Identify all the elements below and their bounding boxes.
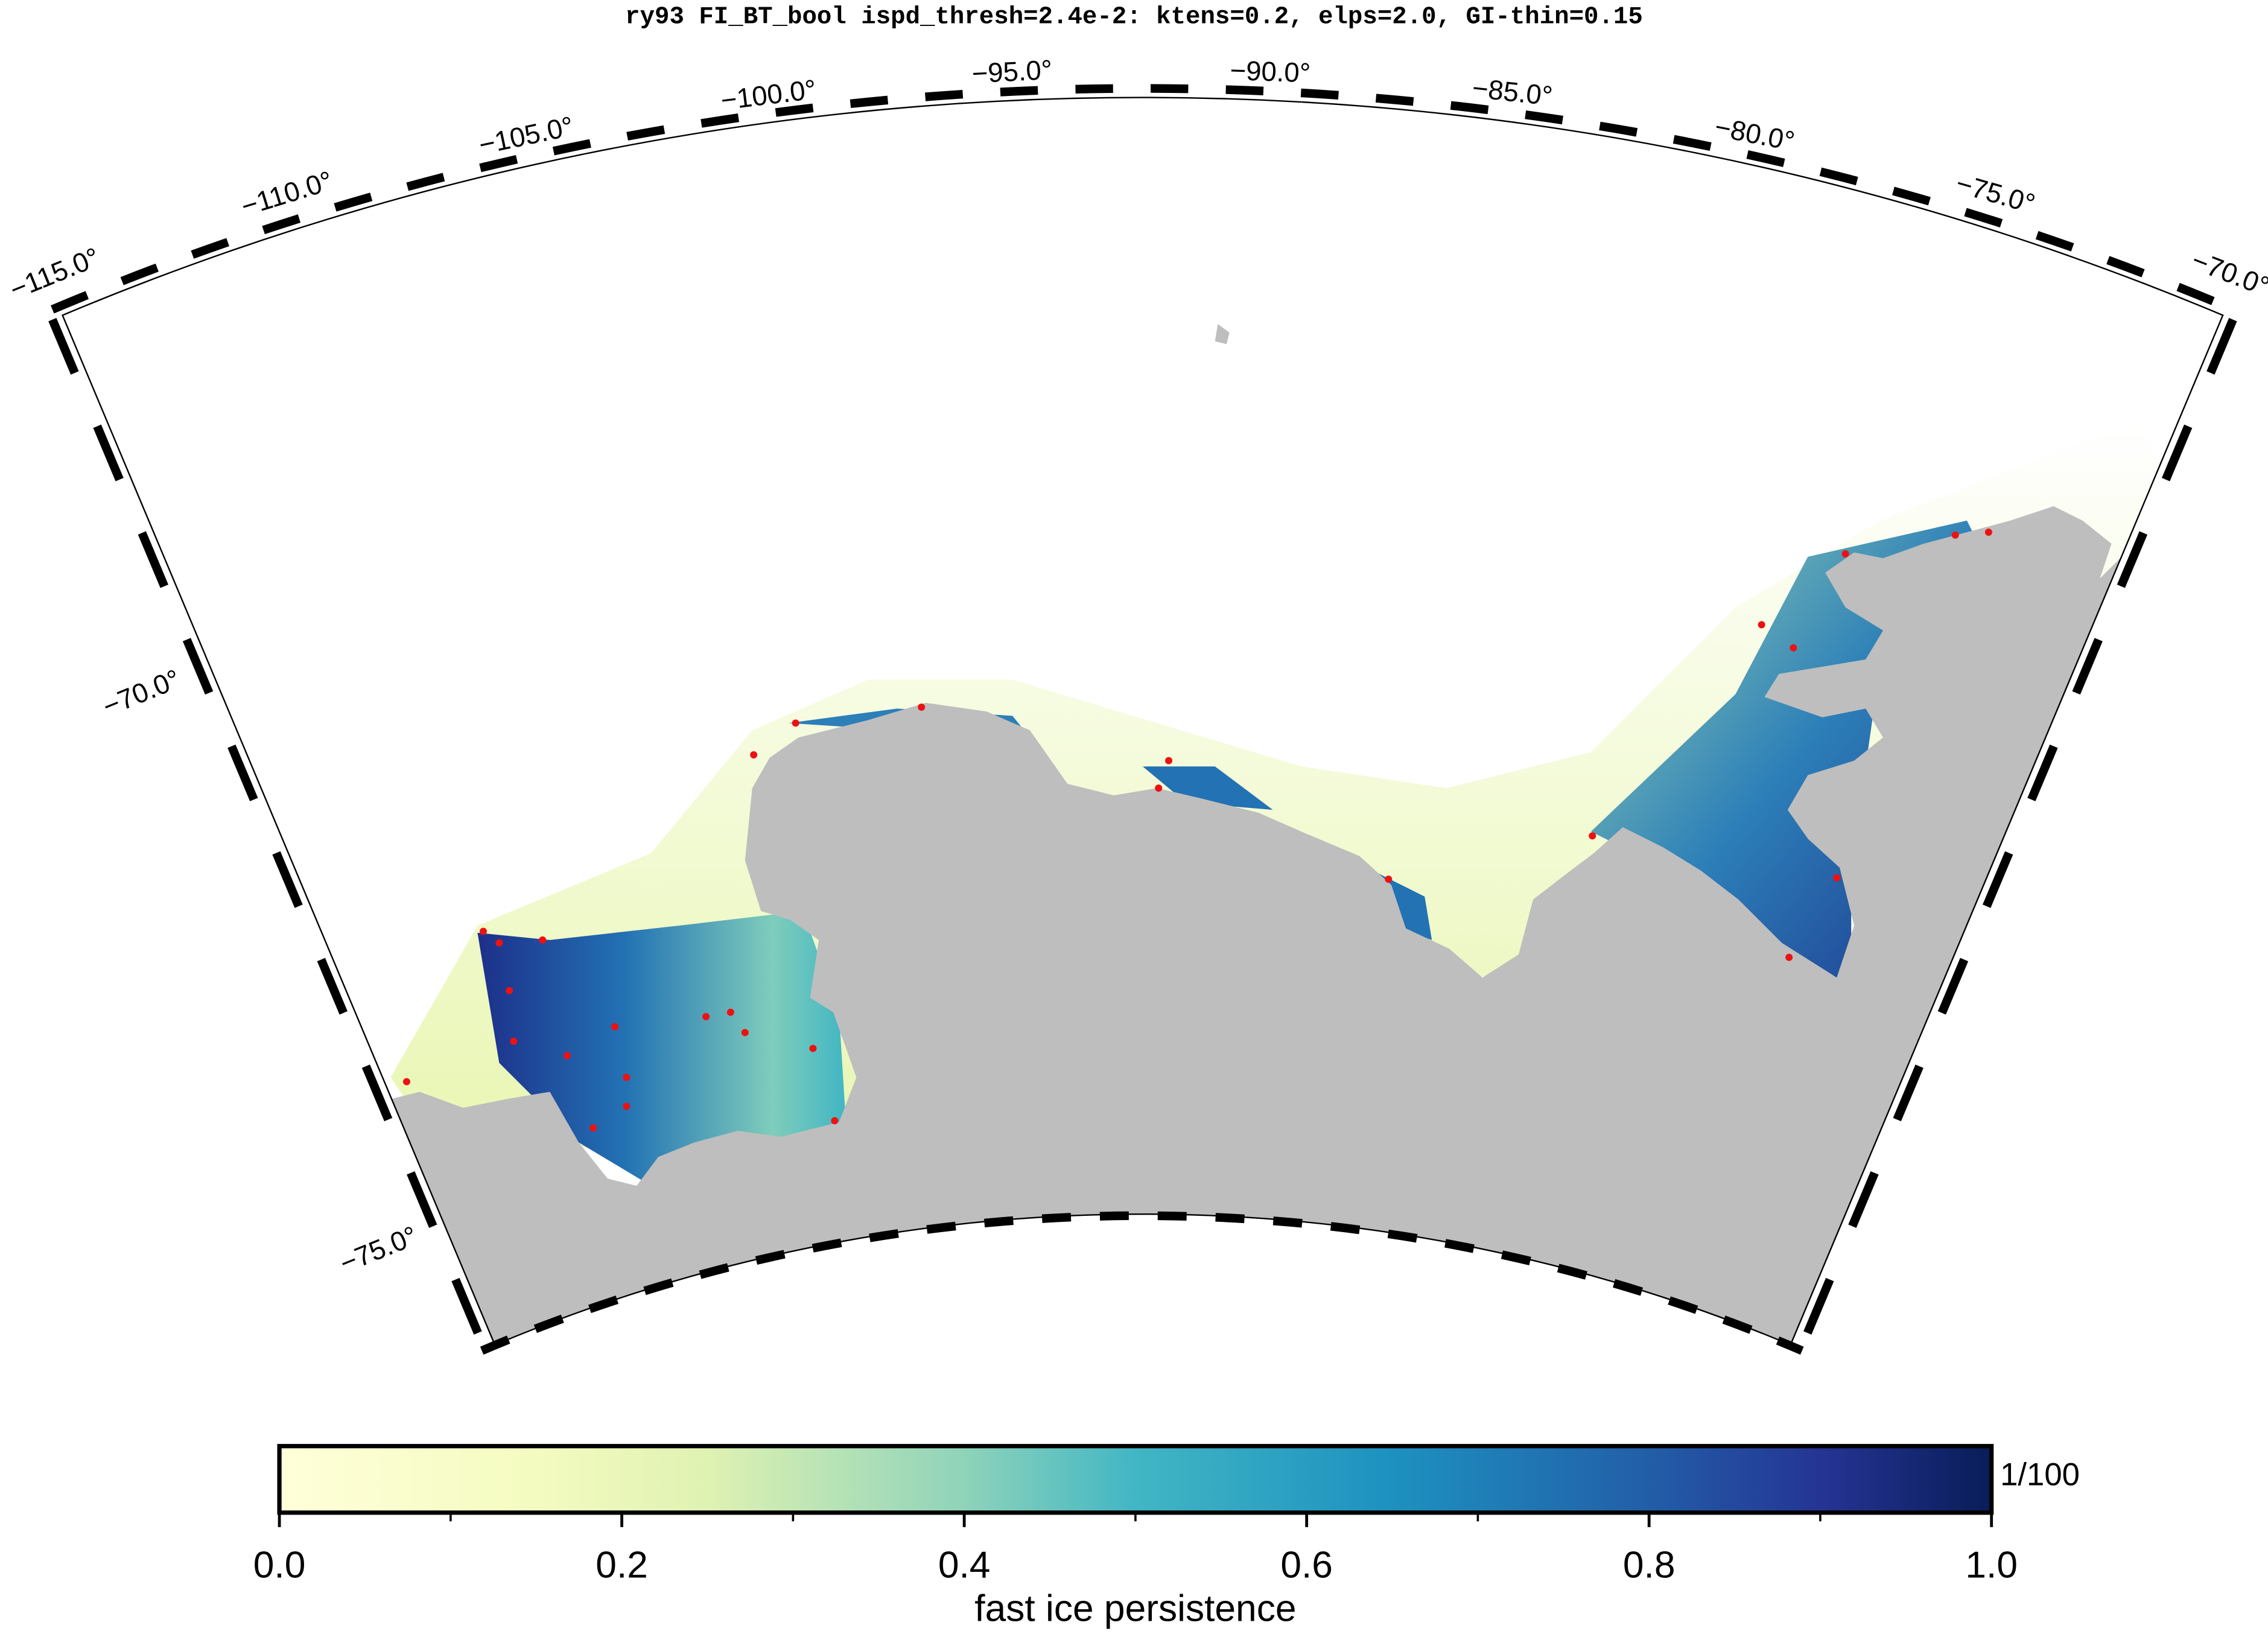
colorbar: 1/100 fast ice persistence 0.0 0.2 0.4 0.6 0…	[253, 1444, 2080, 1630]
colorbar-tick-label: 0.8	[1623, 1545, 1676, 1586]
lon-label: −115.0°	[5, 241, 104, 305]
colorbar-tick-label: 0.6	[1280, 1545, 1333, 1586]
lat-label: −70.0°	[98, 663, 185, 722]
grounded-icebergs	[402, 528, 1992, 1132]
colorbar-tick-label: 1.0	[1965, 1545, 2018, 1586]
colorbar-label: fast ice persistence	[974, 1588, 1296, 1630]
island	[1215, 323, 1230, 345]
ice-west	[477, 911, 847, 1186]
colorbar-tick-label: 0.2	[596, 1545, 648, 1586]
colorbar-tick-label: 0.0	[253, 1545, 306, 1586]
colorbar-tick-label: 0.4	[938, 1545, 991, 1586]
map-area	[62, 323, 2223, 1345]
lon-label: −95.0°	[971, 54, 1053, 89]
lat-labels: −70.0° −75.0°	[98, 663, 422, 1279]
lon-label: −80.0°	[1712, 111, 1797, 157]
lon-label: −90.0°	[1230, 55, 1311, 89]
lon-labels: −115.0° −110.0° −105.0° −100.0° −95.0° −…	[5, 54, 2268, 305]
lon-label: −110.0°	[238, 165, 336, 222]
lat-label: −75.0°	[335, 1220, 422, 1279]
colorbar-gradient	[277, 1444, 1994, 1515]
colorbar-unit: 1/100	[2000, 1457, 2080, 1492]
title: ry93 FI_BT_bool ispd_thresh=2.4e-2: kten…	[625, 3, 1643, 31]
lon-label: −75.0°	[1952, 168, 2038, 220]
map-frame	[48, 84, 2237, 1355]
